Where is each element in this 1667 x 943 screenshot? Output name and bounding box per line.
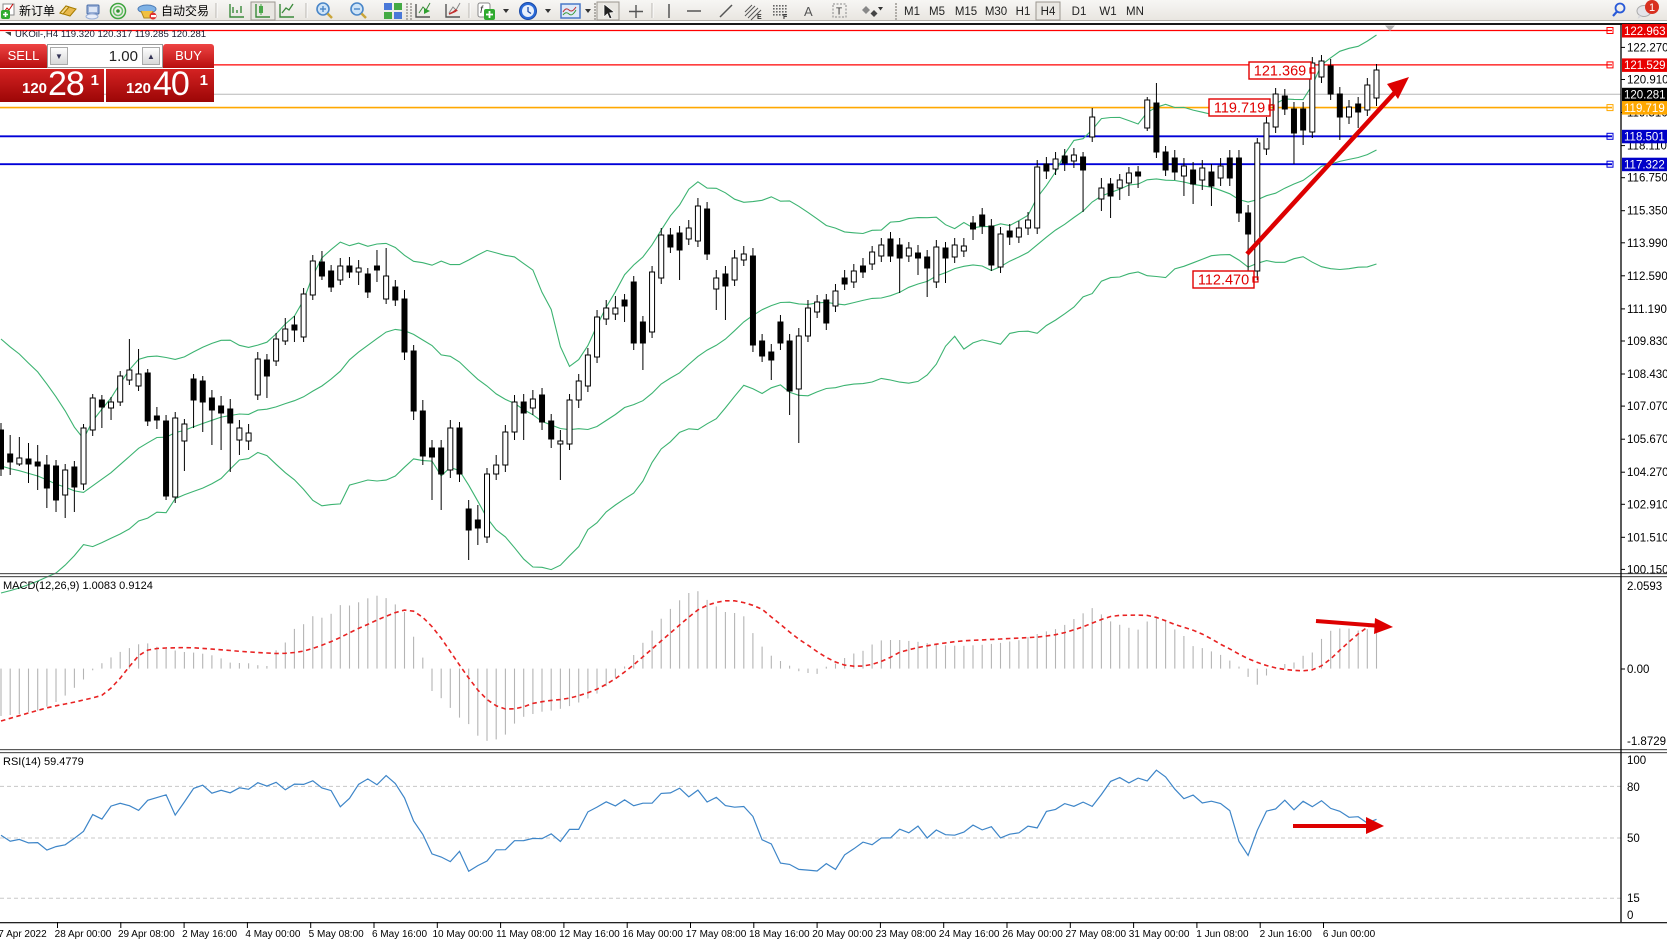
svg-text:M1: M1 (904, 6, 920, 18)
svg-text:100.150: 100.150 (1627, 564, 1667, 576)
svg-text:80: 80 (1627, 782, 1640, 794)
svg-text:6 May 16:00: 6 May 16:00 (372, 929, 427, 940)
svg-text:MACD(12,26,9) 1.0083 0.9124: MACD(12,26,9) 1.0083 0.9124 (3, 580, 153, 592)
svg-text:0.00: 0.00 (1627, 664, 1649, 676)
svg-text:107.070: 107.070 (1627, 401, 1667, 413)
svg-text:A: A (804, 4, 813, 19)
svg-text:UKOil-,H4 119.320 120.317 119: UKOil-,H4 119.320 120.317 119.285 120.28… (15, 29, 206, 40)
svg-text:M30: M30 (985, 6, 1007, 18)
svg-text:H1: H1 (1016, 6, 1031, 18)
svg-text:118.110: 118.110 (1627, 141, 1667, 153)
svg-text:M15: M15 (955, 6, 977, 18)
svg-text:F: F (783, 14, 788, 21)
svg-text:109.830: 109.830 (1627, 336, 1667, 348)
svg-text:H4: H4 (1041, 6, 1056, 18)
svg-text:1 Jun 08:00: 1 Jun 08:00 (1196, 929, 1249, 940)
svg-text:120.910: 120.910 (1627, 75, 1667, 87)
svg-text:118.501: 118.501 (1624, 132, 1665, 144)
svg-text:2 Jun 16:00: 2 Jun 16:00 (1260, 929, 1313, 940)
svg-text:新订单: 新订单 (19, 3, 55, 18)
svg-text:RSI(14) 59.4779: RSI(14) 59.4779 (3, 756, 84, 768)
svg-text:10 May 00:00: 10 May 00:00 (432, 929, 493, 940)
svg-text:18 May 16:00: 18 May 16:00 (749, 929, 810, 940)
svg-text:20 May 00:00: 20 May 00:00 (812, 929, 873, 940)
svg-text:112.590: 112.590 (1627, 271, 1667, 283)
svg-text:27 May 08:00: 27 May 08:00 (1065, 929, 1126, 940)
svg-text:2 May 16:00: 2 May 16:00 (182, 929, 237, 940)
svg-text:28 Apr 00:00: 28 Apr 00:00 (55, 929, 112, 940)
svg-text:E: E (757, 14, 762, 21)
svg-text:16 May 00:00: 16 May 00:00 (622, 929, 683, 940)
svg-text:17 May 08:00: 17 May 08:00 (686, 929, 747, 940)
svg-text:121.529: 121.529 (1624, 60, 1666, 72)
svg-text:102.910: 102.910 (1627, 499, 1667, 511)
svg-text:108.430: 108.430 (1627, 369, 1667, 381)
svg-text:111.190: 111.190 (1627, 304, 1667, 316)
svg-text:104.270: 104.270 (1627, 467, 1667, 479)
svg-text:113.990: 113.990 (1627, 238, 1667, 250)
svg-text:120.281: 120.281 (1624, 90, 1666, 102)
svg-text:自动交易: 自动交易 (161, 3, 209, 18)
svg-text:12 May 16:00: 12 May 16:00 (559, 929, 620, 940)
svg-text:T: T (836, 7, 842, 18)
svg-text:W1: W1 (1099, 6, 1116, 18)
svg-text:27 Apr 2022: 27 Apr 2022 (0, 929, 47, 940)
svg-text:11 May 08:00: 11 May 08:00 (496, 929, 556, 940)
svg-text:MN: MN (1126, 6, 1144, 18)
svg-text:117.322: 117.322 (1624, 160, 1665, 172)
svg-text:105.670: 105.670 (1627, 434, 1667, 446)
svg-text:D1: D1 (1072, 6, 1087, 18)
svg-text:121.369: 121.369 (1254, 64, 1306, 80)
svg-text:122.270: 122.270 (1627, 42, 1667, 54)
svg-text:24 May 16:00: 24 May 16:00 (939, 929, 1000, 940)
svg-text:122.963: 122.963 (1624, 26, 1666, 38)
svg-text:100: 100 (1627, 755, 1646, 767)
svg-text:-1.8729: -1.8729 (1627, 736, 1666, 748)
svg-text:2.0593: 2.0593 (1627, 581, 1662, 593)
svg-text:101.510: 101.510 (1627, 532, 1667, 544)
svg-text:119.719: 119.719 (1214, 101, 1265, 117)
svg-text:M5: M5 (929, 6, 945, 18)
svg-text:50: 50 (1627, 833, 1640, 845)
svg-text:115.350: 115.350 (1627, 206, 1667, 218)
svg-text:f: f (480, 5, 484, 16)
svg-text:5 May 08:00: 5 May 08:00 (309, 929, 364, 940)
svg-text:0: 0 (1627, 910, 1633, 922)
svg-text:26 May 00:00: 26 May 00:00 (1002, 929, 1063, 940)
svg-text:4 May 00:00: 4 May 00:00 (245, 929, 300, 940)
svg-text:1: 1 (1649, 2, 1655, 14)
svg-text:112.470: 112.470 (1198, 273, 1249, 289)
svg-text:119.719: 119.719 (1624, 103, 1665, 115)
svg-text:6 Jun 00:00: 6 Jun 00:00 (1323, 929, 1376, 940)
svg-text:116.750: 116.750 (1627, 173, 1667, 185)
svg-text:23 May 08:00: 23 May 08:00 (876, 929, 937, 940)
svg-text:29 Apr 08:00: 29 Apr 08:00 (118, 929, 175, 940)
svg-text:31 May 00:00: 31 May 00:00 (1129, 929, 1190, 940)
svg-text:15: 15 (1627, 893, 1640, 905)
